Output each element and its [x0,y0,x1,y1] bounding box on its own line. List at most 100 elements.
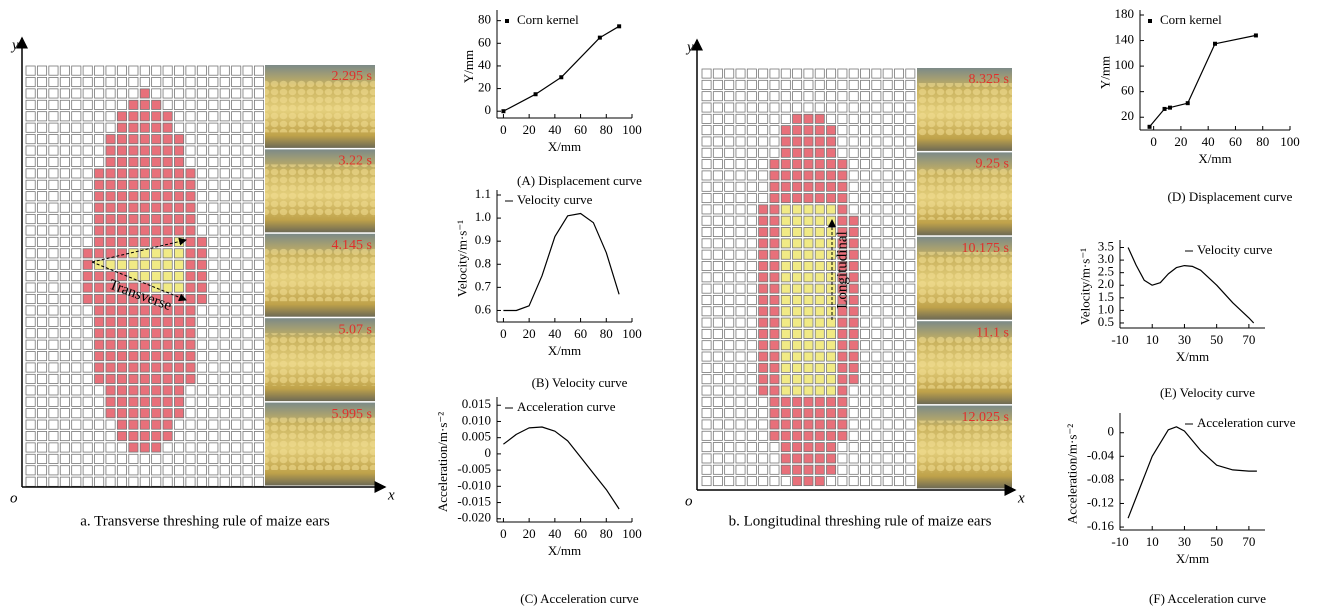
grid-cell [736,261,745,270]
grid-cell [906,431,915,440]
grid-cell [815,148,824,157]
grid-cell [747,454,756,463]
grid-cell [793,126,802,135]
grid-cell [197,317,206,326]
grid-cell [815,443,824,452]
grid-cell [883,295,892,304]
grid-cell [140,477,149,486]
grid-cell [254,306,263,315]
grid-cell [838,194,847,203]
grid-cell [72,89,81,98]
grid-cell [117,100,126,109]
grid-cell [140,352,149,361]
grid-cell [243,157,252,166]
grid-cell [747,352,756,361]
grid-cell [152,77,161,86]
grid-cell [26,329,35,338]
grid-cell [793,227,802,236]
grid-cell [827,160,836,169]
grid-cell [129,123,138,132]
grid-cell [197,112,206,121]
grid-cell [770,103,779,112]
grid-cell [793,171,802,180]
grid-cell [83,431,92,440]
grid-cell [254,237,263,246]
grid-cell [883,171,892,180]
grid-cell [163,352,172,361]
grid-cell [713,307,722,316]
timestamp: 5.07 s [339,322,372,337]
grid-cell [95,352,104,361]
grid-cell [793,103,802,112]
y-tick-label: 0.005 [462,429,491,444]
grid-cell [883,114,892,123]
grid-cell [243,89,252,98]
grid-cell [894,194,903,203]
grid-cell [849,69,858,78]
caption: (A) Displacement curve [517,173,642,188]
grid-cell [849,114,858,123]
grid-cell [849,216,858,225]
grid-cell [736,409,745,418]
grid-cell [163,397,172,406]
grid-cell [815,454,824,463]
grid-cell [26,431,35,440]
y-tick-label: 0.6 [475,301,492,316]
grid-cell [736,216,745,225]
grid-cell [152,260,161,269]
grid-cell [106,89,115,98]
grid-cell [140,146,149,155]
grid-cell [95,306,104,315]
grid-cell [174,214,183,223]
grid-cell [815,352,824,361]
grid-cell [95,329,104,338]
grid-cell [197,306,206,315]
grid-cell [759,69,768,78]
grid-cell [894,386,903,395]
grid-cell [827,454,836,463]
grid-cell [838,341,847,350]
grid-cell [209,260,218,269]
grid-cell [804,386,813,395]
grid-cell [26,409,35,418]
grid-cell [83,66,92,75]
grid-cell [759,194,768,203]
grid-cell [849,295,858,304]
grid-cell [220,431,229,440]
grid-cell [106,214,115,223]
grid-cell [793,318,802,327]
grid-cell [793,182,802,191]
grid-cell [770,409,779,418]
grid-cell [906,443,915,452]
grid-cell [838,352,847,361]
grid-cell [152,123,161,132]
legend-label: Corn kernel [1160,12,1222,27]
grid-cell [894,182,903,191]
grid-cell [804,239,813,248]
grid-cell [883,182,892,191]
grid-cell [129,420,138,429]
x-tick-label: 20 [523,122,536,137]
grid-cell [95,192,104,201]
grid-cell [747,329,756,338]
grid-cell [804,465,813,474]
grid-cell [140,420,149,429]
grid-cell [232,466,241,475]
grid-cell [117,317,126,326]
grid-cell [232,77,241,86]
grid-cell [702,397,711,406]
grid-cell [713,80,722,89]
grid-cell [129,260,138,269]
grid-cell [725,397,734,406]
grid-cell [72,146,81,155]
grid-cell [209,466,218,475]
grid-cell [770,295,779,304]
grid-cell [759,409,768,418]
grid-cell [827,318,836,327]
grid-cell [827,431,836,440]
grid-cell [26,157,35,166]
grid-cell [872,239,881,248]
grid-cell [725,443,734,452]
grid-cell [186,352,195,361]
grid-cell [736,465,745,474]
